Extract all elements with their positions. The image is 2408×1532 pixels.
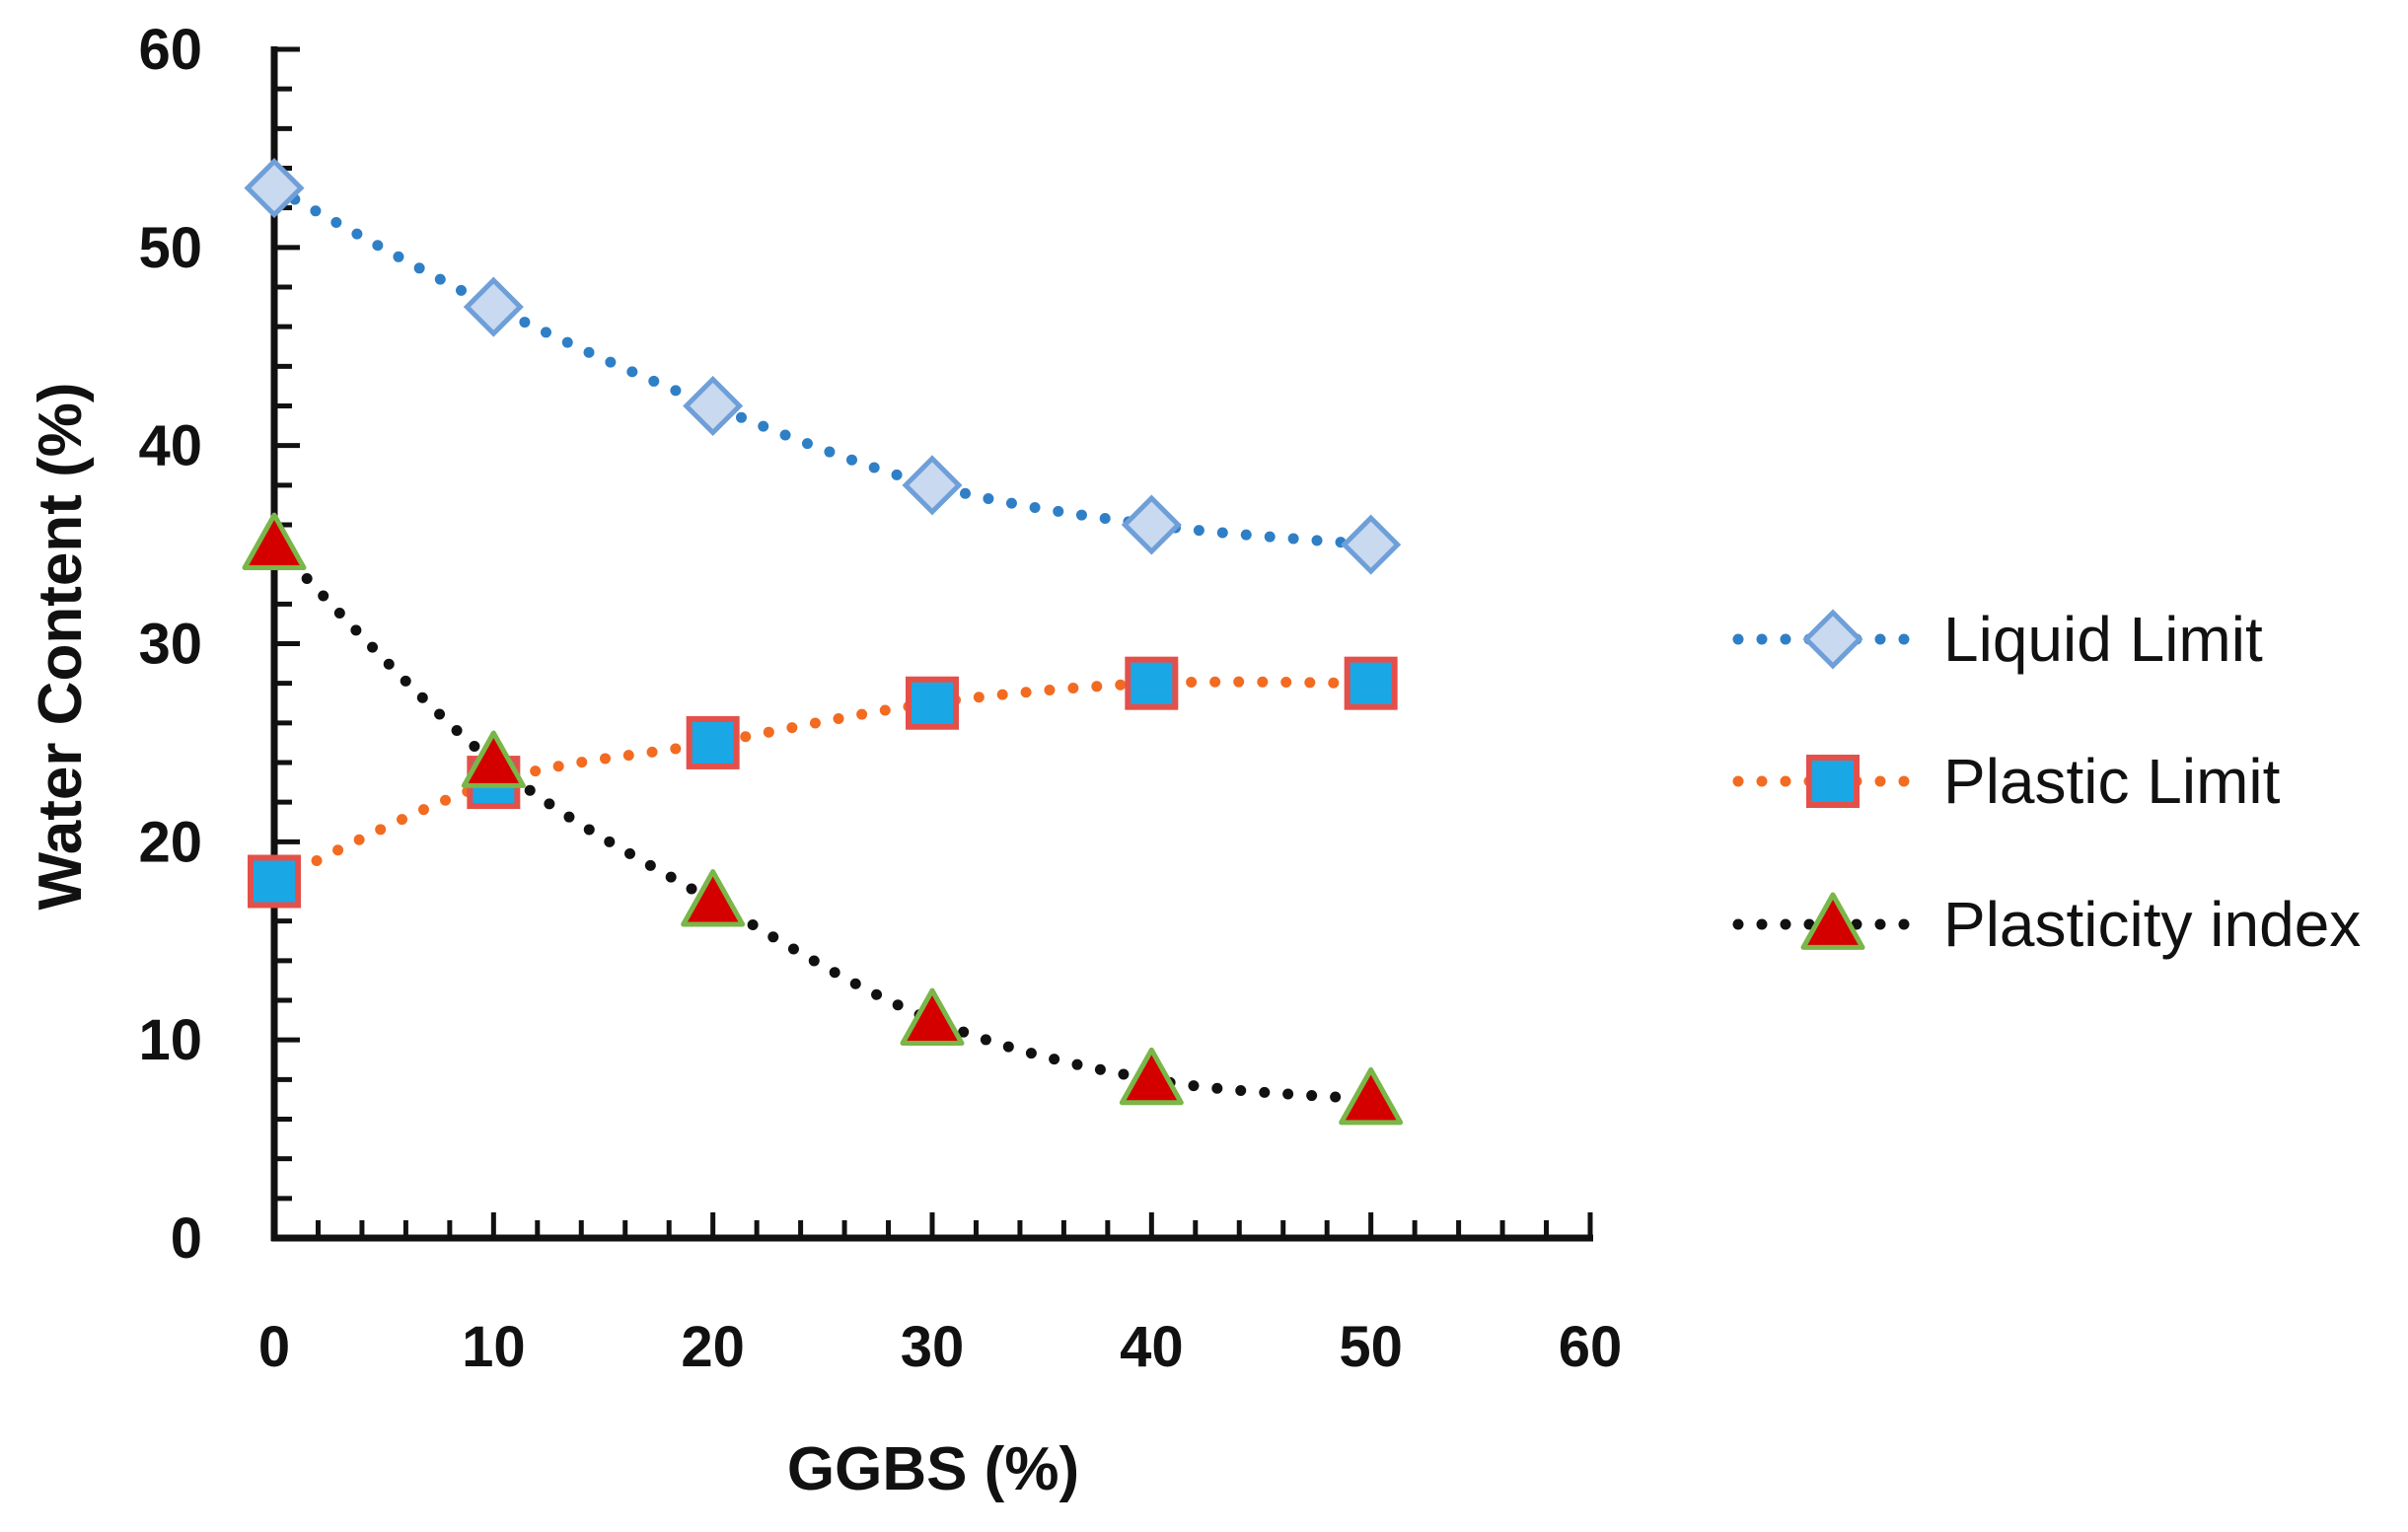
plastic-limit-point (248, 854, 301, 909)
x-tick-label: 40 (1120, 1315, 1184, 1379)
legend-item-plasticity-index: Plasticity index (1732, 889, 2361, 960)
x-tick-label: 20 (681, 1315, 745, 1379)
legend-marker-plasticity-index (1800, 892, 1865, 950)
x-tick-label: 50 (1339, 1315, 1403, 1379)
y-tick-label: 20 (138, 810, 202, 874)
legend-item-liquid-limit: Liquid Limit (1732, 604, 2263, 675)
plasticity-index-point (681, 869, 746, 927)
plasticity-index-point (1119, 1047, 1184, 1106)
y-ticks (274, 46, 300, 1202)
plastic-limit-point (906, 676, 959, 730)
x-tick-label: 10 (462, 1315, 526, 1379)
axes: 0 10 20 30 40 50 60 0 10 20 30 40 50 60 (138, 18, 1622, 1379)
x-tick-label: 60 (1559, 1315, 1623, 1379)
x-tick-label: 0 (258, 1315, 290, 1379)
legend-label-plastic-limit: Plastic Limit (1943, 746, 2281, 817)
legend-label-liquid-limit: Liquid Limit (1943, 604, 2263, 675)
plastic-limit-point (686, 715, 740, 769)
y-tick-label: 50 (138, 216, 202, 280)
x-tick-label: 30 (901, 1315, 965, 1379)
plasticity-index-point (242, 512, 307, 570)
liquid-limit-line (268, 182, 1377, 550)
plasticity-index-point (1339, 1066, 1404, 1126)
liquid-limit-point (1121, 494, 1182, 555)
legend-marker-liquid-limit (1802, 609, 1863, 670)
liquid-limit-point (463, 276, 524, 337)
plasticity-index-point (461, 730, 526, 788)
series-lines (268, 182, 1377, 1105)
x-axis-title: GGBS (%) (787, 1435, 1079, 1503)
y-tick-label: 60 (138, 18, 202, 82)
plastic-limit-point (1125, 656, 1179, 710)
y-tick-label: 30 (138, 613, 202, 677)
legend: Liquid Limit Plastic Limit Plasticity inde… (1732, 604, 2361, 960)
y-axis-title: Water Content (%) (27, 383, 95, 911)
plastic-limit-point (1344, 656, 1398, 710)
series-markers (242, 158, 1404, 1126)
liquid-limit-point (683, 375, 744, 437)
liquid-limit-point (902, 455, 963, 516)
y-tick-label: 10 (138, 1008, 202, 1072)
plasticity-index-point (900, 987, 965, 1046)
y-tick-label: 0 (171, 1206, 202, 1271)
y-tick-labels: 0 10 20 30 40 50 60 (138, 18, 202, 1271)
liquid-limit-point (1341, 514, 1402, 575)
x-tick-labels: 0 10 20 30 40 50 60 (258, 1315, 1622, 1379)
legend-label-plasticity-index: Plasticity index (1943, 889, 2361, 960)
legend-marker-plastic-limit (1806, 755, 1860, 808)
legend-item-plastic-limit: Plastic Limit (1732, 746, 2281, 817)
x-ticks (315, 1212, 1593, 1238)
liquid-limit-point (244, 158, 305, 219)
plasticity-index-line (268, 539, 1377, 1105)
y-tick-label: 40 (138, 414, 202, 478)
